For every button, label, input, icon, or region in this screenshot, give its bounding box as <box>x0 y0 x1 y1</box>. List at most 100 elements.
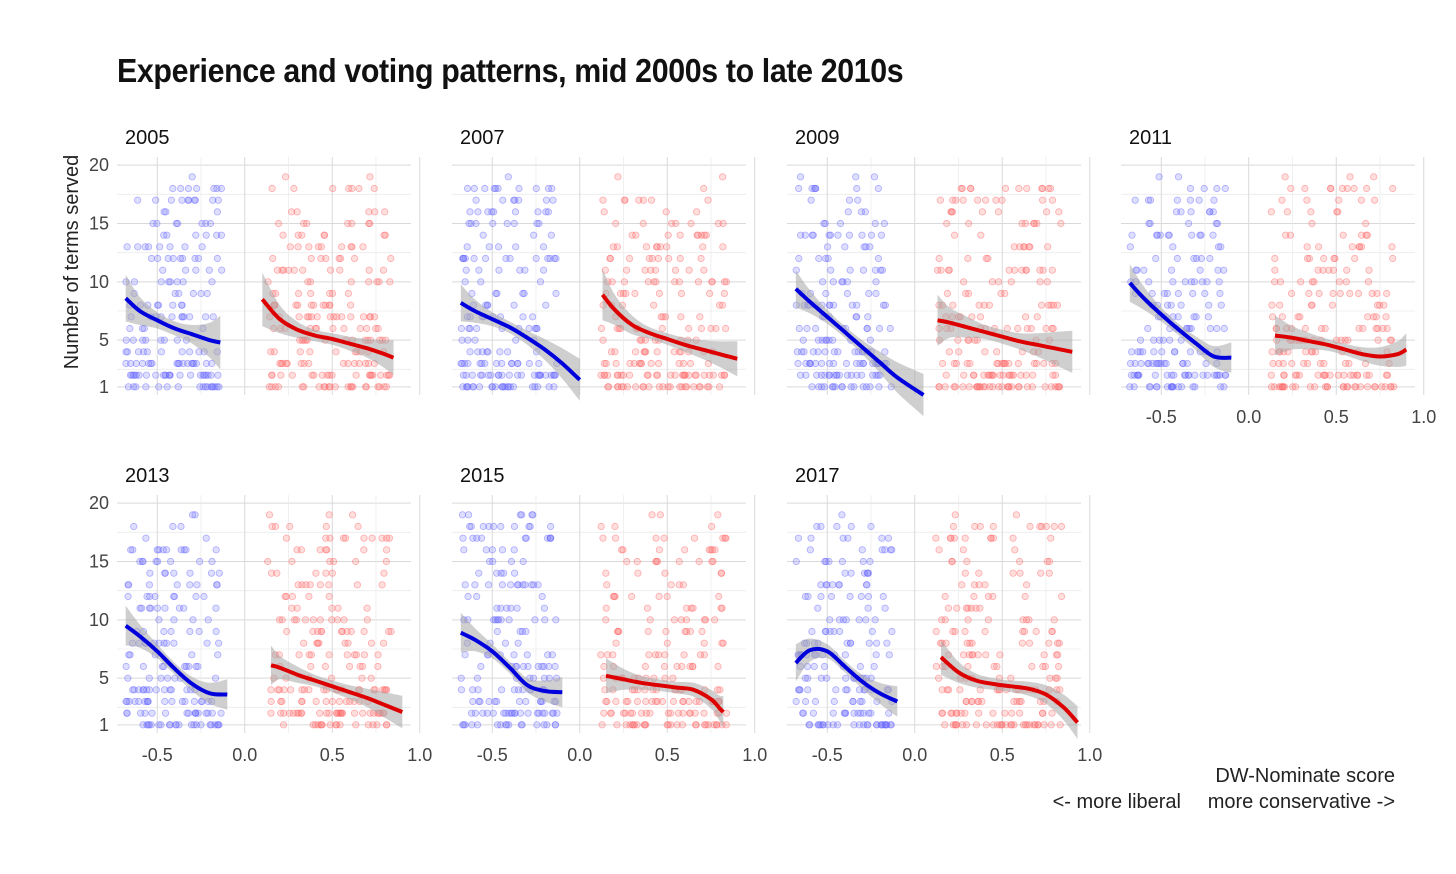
data-point-republican <box>350 651 359 659</box>
data-point-democrat <box>463 243 471 251</box>
data-point-republican <box>309 721 317 729</box>
data-point-republican <box>981 383 989 391</box>
data-point-democrat <box>1191 383 1199 391</box>
data-point-democrat <box>1206 208 1214 216</box>
trend-line-republican <box>939 655 1079 724</box>
data-point-democrat <box>489 557 497 566</box>
data-point-republican <box>385 371 394 379</box>
data-point-republican <box>1049 301 1058 309</box>
data-point-democrat <box>207 371 215 379</box>
data-point-republican <box>1317 324 1326 333</box>
data-point-republican <box>663 592 671 601</box>
data-point-republican <box>1016 697 1024 706</box>
data-point-republican <box>354 522 362 531</box>
data-point-republican <box>700 266 708 274</box>
data-point-democrat <box>131 697 139 706</box>
data-point-republican <box>1308 219 1316 228</box>
data-point-republican <box>966 639 974 647</box>
data-point-democrat <box>122 348 130 356</box>
data-point-republican <box>1048 266 1056 274</box>
data-point-republican <box>634 569 642 577</box>
data-point-republican <box>1280 383 1289 391</box>
data-point-democrat <box>845 196 854 204</box>
data-point-democrat <box>1215 278 1223 286</box>
y-tick-label: 20 <box>89 155 109 175</box>
data-point-democrat <box>807 534 815 542</box>
data-point-democrat <box>194 709 202 717</box>
data-point-republican <box>944 266 953 274</box>
data-point-republican <box>690 383 698 391</box>
data-point-democrat <box>834 348 842 356</box>
data-point-republican <box>1047 383 1055 391</box>
data-point-republican <box>674 709 682 717</box>
data-point-democrat <box>838 278 846 286</box>
data-point-republican <box>1040 359 1048 368</box>
data-point-democrat <box>877 231 886 239</box>
data-point-democrat <box>1146 196 1155 204</box>
data-point-republican <box>1373 289 1381 298</box>
data-point-republican <box>962 721 971 729</box>
data-point-republican <box>1372 313 1380 321</box>
data-point-democrat <box>129 383 138 391</box>
data-point-democrat <box>796 173 805 181</box>
data-point-democrat <box>198 219 206 228</box>
data-point-democrat <box>198 243 206 251</box>
data-point-republican <box>632 383 640 391</box>
data-point-republican <box>361 359 370 368</box>
data-point-republican <box>1288 359 1296 368</box>
data-point-democrat <box>132 383 140 391</box>
data-point-republican <box>1028 662 1036 671</box>
facet-panel-2015: 2015-0.5 0.0 0.5 1.0 <box>452 465 767 765</box>
data-point-republican <box>265 383 273 391</box>
data-point-democrat <box>161 569 169 577</box>
data-point-republican <box>1047 534 1055 542</box>
data-point-republican <box>1348 243 1356 251</box>
data-point-democrat <box>883 639 891 647</box>
data-point-democrat <box>542 301 550 309</box>
data-point-republican <box>1033 219 1041 228</box>
data-point-republican <box>281 592 289 601</box>
data-point-republican <box>686 709 694 717</box>
data-point-democrat <box>177 184 185 193</box>
data-point-republican <box>305 313 313 321</box>
data-point-republican <box>625 254 634 263</box>
data-point-democrat <box>865 709 873 717</box>
data-point-democrat <box>498 371 506 379</box>
data-point-republican <box>1374 336 1382 344</box>
data-point-republican <box>1040 721 1048 729</box>
data-point-democrat <box>1163 289 1171 298</box>
data-point-republican <box>267 348 275 356</box>
data-point-republican <box>1357 243 1366 251</box>
data-point-democrat <box>821 219 829 228</box>
data-point-democrat <box>1145 359 1153 368</box>
data-point-republican <box>706 289 714 298</box>
data-point-republican <box>945 348 953 356</box>
data-point-democrat <box>212 627 220 636</box>
data-point-republican <box>613 721 621 729</box>
data-point-republican <box>1370 173 1378 181</box>
data-point-democrat <box>162 208 170 216</box>
data-point-democrat <box>132 371 140 379</box>
data-point-republican <box>1355 324 1363 333</box>
data-point-democrat <box>168 313 176 321</box>
data-point-democrat <box>490 208 498 216</box>
data-point-democrat <box>209 196 217 204</box>
data-point-democrat <box>808 627 816 636</box>
data-point-republican <box>1307 301 1316 309</box>
data-point-republican <box>1389 254 1397 263</box>
data-point-democrat <box>161 697 169 706</box>
data-point-democrat <box>828 383 836 391</box>
data-point-democrat <box>129 336 137 344</box>
data-point-republican <box>1363 231 1372 239</box>
data-point-democrat <box>1217 243 1225 251</box>
data-point-republican <box>267 686 275 694</box>
data-point-republican <box>1038 301 1046 309</box>
data-point-republican <box>989 709 997 717</box>
data-point-republican <box>691 709 699 717</box>
data-point-republican <box>612 697 620 706</box>
data-point-democrat <box>875 383 883 391</box>
data-point-republican <box>344 219 352 228</box>
data-point-democrat <box>187 721 196 729</box>
data-point-democrat <box>514 639 522 647</box>
data-point-republican <box>282 534 291 542</box>
